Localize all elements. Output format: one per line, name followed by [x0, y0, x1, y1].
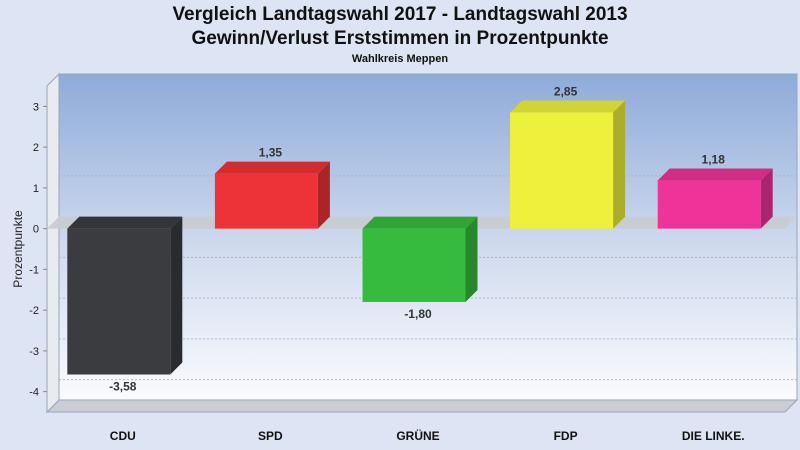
chart-subtitle: Gewinn/Verlust Erststimmen in Prozentpun…	[191, 28, 609, 49]
bar-top	[657, 168, 773, 181]
y-tick-label: -3	[29, 346, 39, 358]
data-label: -1,80	[404, 307, 432, 321]
bar-side	[760, 168, 773, 229]
bar-top	[67, 216, 183, 229]
y-tick-label: 3	[33, 101, 39, 113]
x-tick-label: DIE LINKE.	[682, 429, 745, 443]
data-label: -3,58	[109, 380, 137, 394]
data-label: 1,18	[702, 153, 726, 167]
y-tick-label: -1	[29, 264, 39, 276]
x-tick-label: GRÜNE	[396, 428, 439, 443]
data-label: 1,35	[259, 146, 283, 160]
bar-cdu: -3,58	[67, 216, 183, 394]
bar-front	[657, 180, 761, 229]
y-tick-label: -2	[29, 305, 39, 317]
bar-side	[613, 100, 626, 229]
plot-left-wall	[46, 72, 60, 414]
y-tick-label: 1	[33, 183, 39, 195]
y-tick-label: 0	[33, 224, 39, 236]
chart-title: Vergleich Landtagswahl 2017 - Landtagswa…	[172, 4, 628, 25]
bar-top	[214, 161, 330, 174]
bar-gr-ne: -1,80	[362, 216, 478, 321]
bar-spd: 1,35	[214, 146, 330, 229]
bar-front	[362, 228, 466, 302]
data-label: 2,85	[554, 84, 578, 98]
bar-fdp: 2,85	[510, 84, 626, 229]
x-tick-label: SPD	[258, 429, 283, 443]
bar-side	[317, 161, 330, 229]
y-tick-label: 2	[33, 142, 39, 154]
chart-district: Wahlkreis Meppen	[351, 53, 449, 65]
x-tick-label: FDP	[554, 429, 578, 443]
bar-top	[510, 100, 626, 113]
bar-side	[465, 216, 478, 302]
bar-front	[510, 112, 614, 229]
plot-floor	[45, 399, 799, 413]
bar-top	[362, 216, 478, 229]
bar-side	[170, 216, 183, 375]
y-axis-label: Prozentpunkte	[11, 210, 25, 288]
bar-front	[67, 228, 171, 375]
y-tick-label: -4	[29, 387, 39, 399]
bar-front	[214, 173, 318, 229]
bar-die-linke: 1,18	[657, 153, 773, 229]
x-tick-label: CDU	[110, 429, 136, 443]
